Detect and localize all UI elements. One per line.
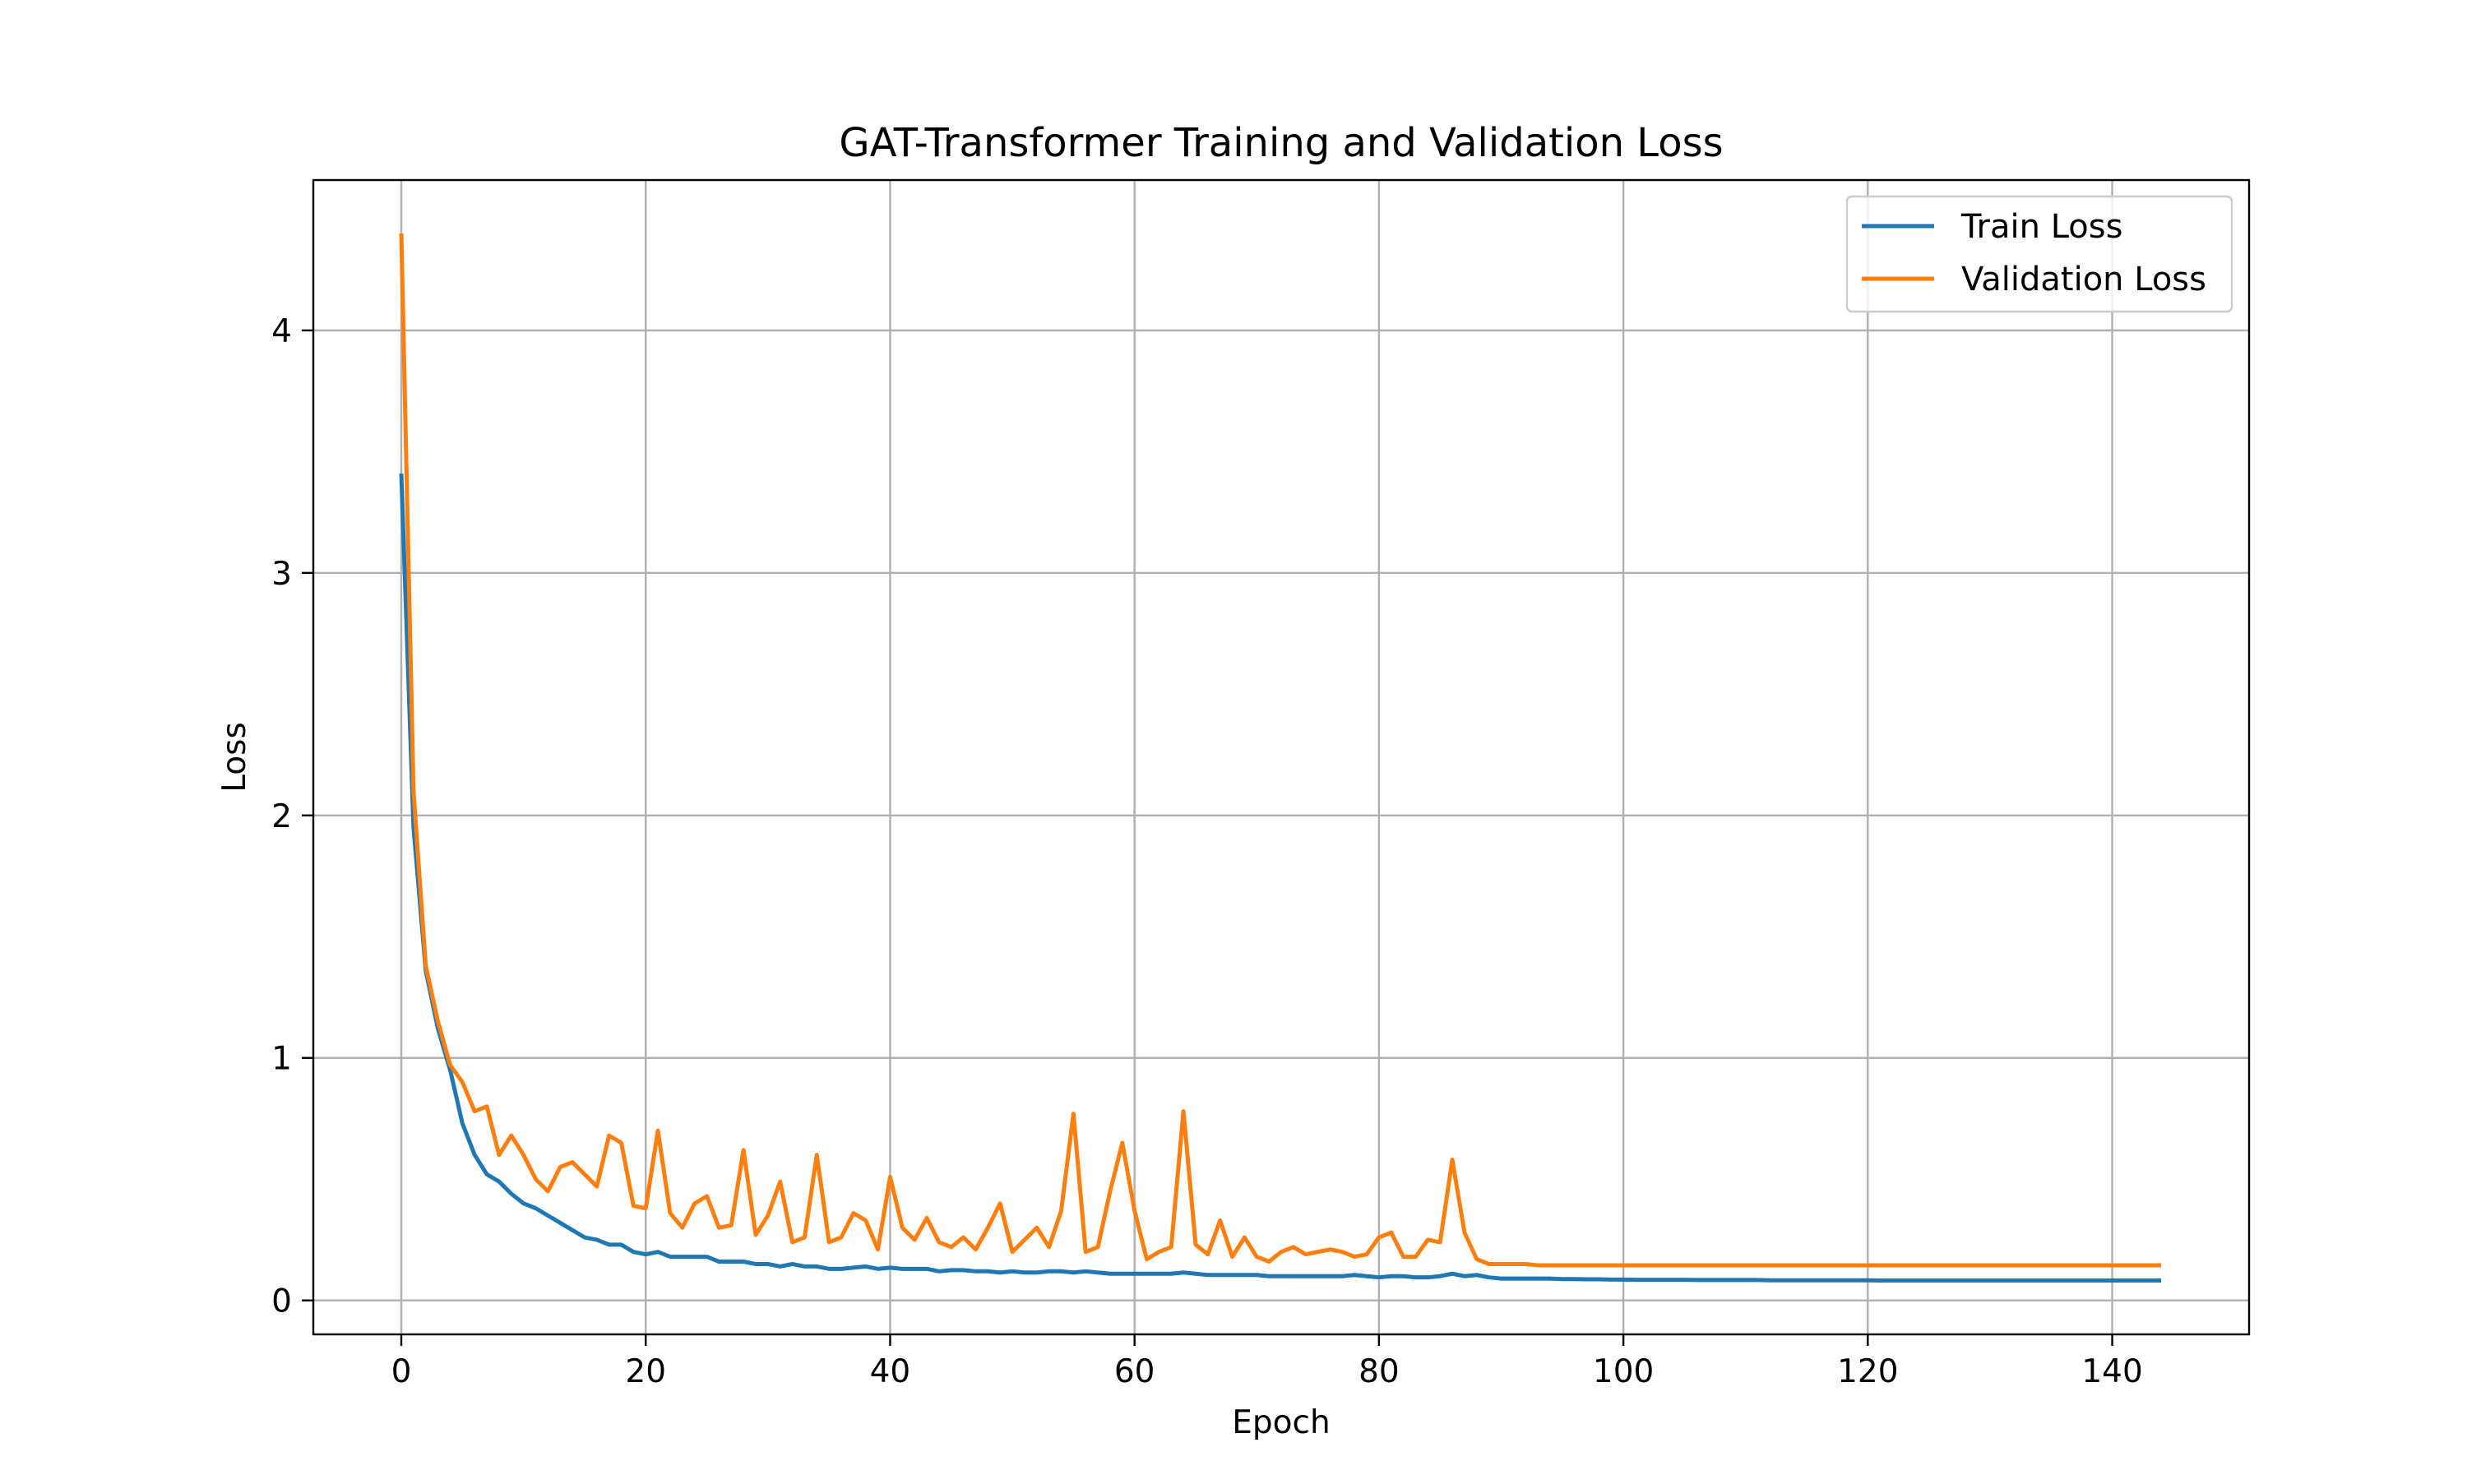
- legend-frame: [1845, 195, 2233, 313]
- chart-title: GAT-Transformer Training and Validation …: [839, 120, 1723, 166]
- x-axis-label: Epoch: [1232, 1404, 1330, 1441]
- x-tick-label: 40: [870, 1353, 911, 1390]
- x-tick-label: 120: [1837, 1353, 1898, 1390]
- y-tick-label: 1: [271, 1041, 292, 1078]
- x-tick-label: 100: [1593, 1353, 1654, 1390]
- x-tick-label: 80: [1358, 1353, 1400, 1390]
- grid-lines: [313, 180, 2249, 1334]
- validation-loss-line: [399, 233, 2161, 1268]
- y-tick-label: 2: [271, 798, 292, 835]
- plot-frame: [312, 178, 2251, 1336]
- y-axis-ticks: 0 1 2 3 4: [271, 313, 313, 1320]
- train-loss-line: [399, 473, 2161, 1283]
- x-tick-label: 0: [391, 1353, 412, 1390]
- x-axis-ticks: 0 20 40 60 80 100 120 140: [391, 1334, 2143, 1390]
- series-lines: [399, 233, 2161, 1283]
- y-tick-label: 4: [271, 313, 292, 350]
- y-tick-label: 0: [271, 1283, 292, 1320]
- x-tick-label: 140: [2081, 1353, 2142, 1390]
- legend-label-validation: Validation Loss: [1961, 261, 2206, 298]
- x-tick-label: 60: [1114, 1353, 1155, 1390]
- legend-label-train: Train Loss: [1960, 208, 2122, 246]
- legend: Train Loss Validation Loss: [1845, 195, 2233, 313]
- y-axis-label: Loss: [216, 722, 253, 793]
- y-tick-label: 3: [271, 556, 292, 593]
- x-tick-label: 20: [625, 1353, 666, 1390]
